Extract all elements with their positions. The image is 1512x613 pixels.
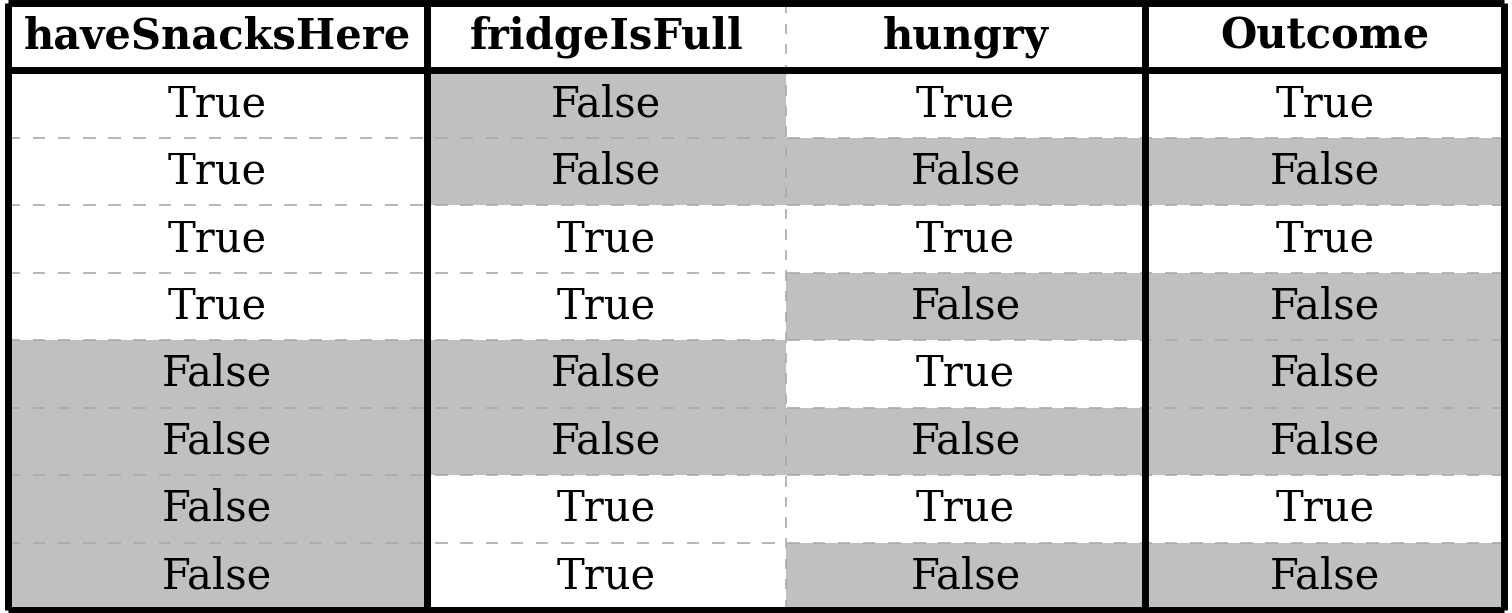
Text: False: False (552, 151, 661, 192)
Text: True: True (556, 218, 656, 260)
Bar (1145, 475, 1504, 543)
Text: False: False (552, 353, 661, 395)
Text: True: True (556, 555, 656, 597)
Text: True: True (916, 218, 1015, 260)
Text: False: False (1270, 151, 1380, 192)
Text: True: True (556, 286, 656, 327)
Bar (786, 340, 1145, 408)
Bar (426, 205, 786, 273)
Bar (1145, 70, 1504, 138)
Bar (1145, 3, 1504, 70)
Bar (8, 543, 426, 610)
Text: False: False (162, 421, 272, 462)
Text: False: False (162, 353, 272, 395)
Bar (1145, 543, 1504, 610)
Bar (786, 70, 1145, 138)
Bar (786, 3, 1145, 70)
Bar (426, 340, 786, 408)
Bar (8, 70, 426, 138)
Bar (8, 205, 426, 273)
Text: False: False (552, 83, 661, 125)
Text: True: True (916, 488, 1015, 530)
Text: Outcome: Outcome (1220, 16, 1429, 58)
Text: False: False (1270, 421, 1380, 462)
Text: False: False (162, 555, 272, 597)
Text: haveSnacksHere: haveSnacksHere (24, 16, 411, 58)
Text: False: False (552, 421, 661, 462)
Text: True: True (916, 353, 1015, 395)
Text: True: True (168, 83, 266, 125)
Text: hungry: hungry (883, 15, 1048, 58)
Text: False: False (910, 151, 1021, 192)
Bar (786, 273, 1145, 340)
Bar (786, 543, 1145, 610)
Text: True: True (168, 151, 266, 192)
Bar (1145, 273, 1504, 340)
Bar (426, 543, 786, 610)
Text: True: True (1275, 218, 1374, 260)
Bar (786, 138, 1145, 205)
Bar (426, 3, 786, 70)
Bar (1145, 138, 1504, 205)
Bar (1145, 408, 1504, 475)
Text: False: False (162, 488, 272, 530)
Bar (8, 273, 426, 340)
Bar (1145, 340, 1504, 408)
Text: False: False (1270, 555, 1380, 597)
Bar (8, 3, 426, 70)
Bar (786, 408, 1145, 475)
Bar (426, 408, 786, 475)
Text: True: True (168, 218, 266, 260)
Bar (426, 138, 786, 205)
Bar (786, 475, 1145, 543)
Text: fridgeIsFull: fridgeIsFull (469, 15, 744, 58)
Text: False: False (910, 286, 1021, 327)
Text: True: True (916, 83, 1015, 125)
Bar (786, 205, 1145, 273)
Text: False: False (910, 555, 1021, 597)
Bar (426, 475, 786, 543)
Text: True: True (1275, 83, 1374, 125)
Bar (8, 340, 426, 408)
Bar (8, 138, 426, 205)
Text: True: True (1275, 488, 1374, 530)
Text: False: False (910, 421, 1021, 462)
Text: True: True (168, 286, 266, 327)
Bar (1145, 205, 1504, 273)
Bar (426, 273, 786, 340)
Bar (8, 475, 426, 543)
Text: False: False (1270, 353, 1380, 395)
Text: False: False (1270, 286, 1380, 327)
Bar (426, 70, 786, 138)
Text: True: True (556, 488, 656, 530)
Bar (8, 408, 426, 475)
